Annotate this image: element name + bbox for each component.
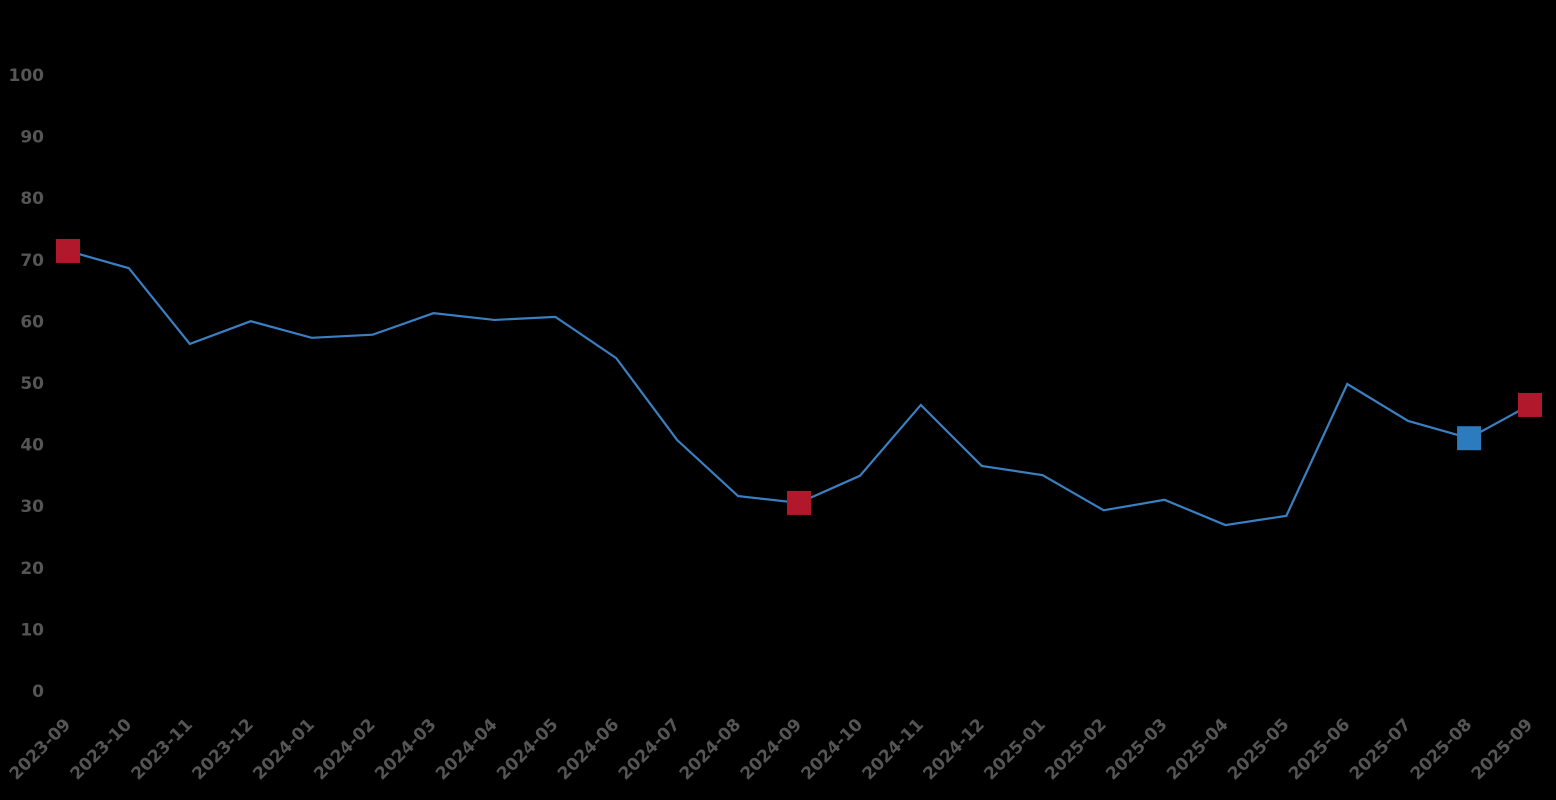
y-tick-label: 100: [9, 66, 45, 86]
x-tick-label: 2024-02: [310, 715, 379, 784]
y-tick-label: 70: [20, 251, 44, 271]
y-tick-label: 90: [20, 128, 44, 148]
y-tick-label: 10: [20, 620, 44, 640]
x-tick-label: 2025-06: [1285, 715, 1354, 784]
x-tick-label: 2024-10: [798, 715, 867, 784]
y-tick-label: 30: [20, 497, 44, 517]
y-tick-label: 60: [20, 312, 44, 332]
x-tick-label: 2024-04: [432, 715, 501, 784]
highlight-marker: [1457, 426, 1482, 451]
y-tick-label: 50: [20, 374, 44, 394]
x-tick-label: 2024-05: [493, 715, 562, 784]
x-tick-label: 2025-09: [1468, 715, 1537, 784]
x-tick-label: 2024-07: [615, 715, 684, 784]
x-tick-label: 2025-01: [980, 715, 1049, 784]
x-tick-label: 2025-04: [1163, 715, 1232, 784]
x-tick-label: 2025-07: [1346, 715, 1415, 784]
x-tick-label: 2023-12: [189, 715, 258, 784]
x-tick-label: 2025-03: [1102, 715, 1171, 784]
x-tick-label: 2023-10: [67, 715, 136, 784]
highlight-marker: [1518, 392, 1542, 417]
x-tick-label: 2024-09: [737, 715, 806, 784]
x-tick-label: 2025-05: [1224, 715, 1293, 784]
x-tick-label: 2025-02: [1041, 715, 1110, 784]
x-tick-label: 2024-12: [920, 715, 989, 784]
x-tick-label: 2025-08: [1407, 715, 1476, 784]
y-tick-label: 20: [20, 559, 44, 579]
x-tick-label: 2024-11: [859, 715, 928, 784]
y-tick-label: 40: [20, 436, 44, 456]
x-tick-label: 2024-06: [554, 715, 623, 784]
highlight-marker: [56, 238, 80, 263]
y-tick-label: 0: [32, 682, 44, 702]
x-tick-label: 2023-11: [128, 715, 197, 784]
x-tick-label: 2024-08: [676, 715, 745, 784]
line: [67, 249, 1531, 527]
x-tick-label: 2024-03: [371, 715, 440, 784]
y-tick-label: 80: [20, 189, 44, 209]
x-tick-label: 2024-01: [249, 715, 318, 784]
x-tick-label: 2023-09: [6, 715, 75, 784]
highlight-marker: [787, 490, 811, 515]
